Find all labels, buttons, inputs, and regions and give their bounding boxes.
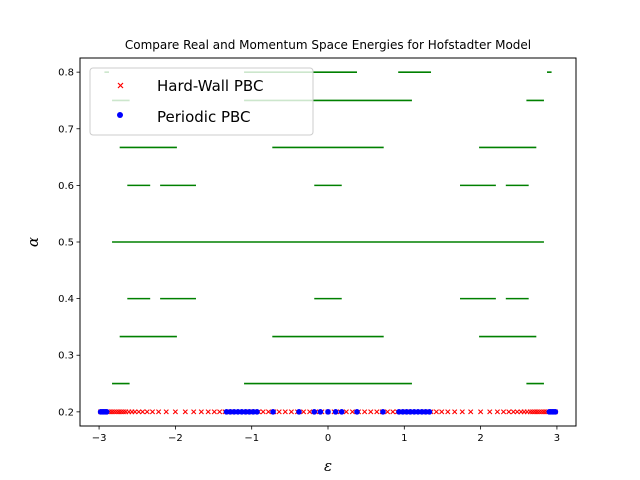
hard-wall-point — [211, 409, 217, 415]
hard-wall-point — [374, 409, 380, 415]
periodic-point — [270, 409, 276, 415]
periodic-point — [311, 409, 318, 415]
hard-wall-point — [198, 409, 204, 415]
x-axis-ticks: −3 −2 −1 0 1 2 3 — [92, 426, 560, 444]
hard-wall-point — [136, 409, 142, 415]
hard-wall-point — [300, 409, 307, 415]
x-tick-label: 0 — [325, 433, 331, 444]
hard-wall-point — [265, 409, 272, 415]
hard-wall-point — [500, 409, 507, 415]
hard-wall-point — [452, 409, 458, 415]
periodic-point — [325, 409, 331, 415]
periodic-point — [380, 409, 386, 415]
legend: Hard-Wall PBC Periodic PBC — [89, 67, 314, 136]
y-tick-label: 0.2 — [58, 407, 74, 418]
y-tick-label: 0.7 — [58, 124, 74, 135]
hard-wall-point — [468, 409, 474, 415]
hard-wall-point — [445, 409, 451, 415]
periodic-point — [426, 409, 433, 415]
x-tick-label: 3 — [554, 433, 560, 444]
periodic-point — [332, 409, 339, 415]
x-tick-label: −1 — [244, 433, 259, 444]
legend-label-hard-wall: Hard-Wall PBC — [157, 77, 263, 95]
legend-marker-periodic — [117, 112, 123, 118]
legend-marker-hard-wall — [117, 82, 124, 89]
hard-wall-point — [144, 409, 150, 415]
hard-wall-point — [510, 409, 517, 415]
hard-wall-point — [288, 409, 294, 415]
periodic-point — [552, 409, 559, 415]
hard-wall-point — [276, 409, 282, 415]
x-tick-label: 1 — [401, 433, 407, 444]
y-tick-label: 0.3 — [58, 351, 74, 362]
y-axis-ticks: 0.2 0.3 0.4 0.5 0.6 0.7 0.8 — [58, 68, 80, 418]
periodic-point — [317, 409, 324, 415]
blue-points-layer — [97, 409, 559, 415]
y-tick-label: 0.8 — [58, 68, 74, 79]
periodic-point — [296, 409, 302, 415]
hard-wall-point — [163, 409, 169, 415]
hard-wall-point — [487, 409, 493, 415]
hard-wall-point — [506, 409, 512, 415]
periodic-point — [254, 409, 260, 415]
hard-wall-point — [307, 409, 313, 415]
hard-wall-point — [384, 409, 391, 415]
legend-label-periodic: Periodic PBC — [157, 108, 251, 126]
x-tick-label: 2 — [477, 433, 483, 444]
legend-box — [89, 67, 314, 136]
hard-wall-point — [139, 409, 146, 415]
hard-wall-point — [172, 409, 178, 415]
periodic-point — [354, 409, 360, 415]
hard-wall-point — [514, 409, 520, 415]
hard-wall-point — [459, 409, 465, 415]
hard-wall-point — [368, 409, 374, 415]
hard-wall-point — [433, 409, 439, 415]
x-tick-label: −3 — [92, 433, 107, 444]
periodic-point — [103, 409, 110, 415]
y-tick-label: 0.5 — [58, 238, 74, 249]
periodic-point — [338, 409, 345, 415]
y-axis-label: α — [24, 237, 42, 247]
hard-wall-point — [149, 409, 156, 415]
hard-wall-point — [191, 409, 197, 415]
hard-wall-point — [156, 409, 162, 415]
hard-wall-point — [439, 409, 445, 415]
hard-wall-point — [349, 409, 356, 415]
x-axis-label: ε — [324, 457, 332, 475]
hard-wall-point — [390, 409, 396, 415]
hard-wall-point — [205, 409, 211, 415]
hard-wall-point — [182, 409, 188, 415]
y-tick-label: 0.4 — [58, 294, 74, 305]
hard-wall-point — [217, 409, 223, 415]
hard-wall-point — [494, 409, 500, 415]
hard-wall-point — [260, 409, 266, 415]
hard-wall-point — [362, 409, 368, 415]
y-tick-label: 0.6 — [58, 181, 74, 192]
chart-title: Compare Real and Momentum Space Energies… — [125, 38, 531, 52]
hard-wall-point — [282, 409, 288, 415]
x-tick-label: −2 — [168, 433, 183, 444]
hard-wall-point — [343, 409, 349, 415]
hard-wall-point — [132, 409, 138, 415]
hard-wall-point — [478, 409, 484, 415]
